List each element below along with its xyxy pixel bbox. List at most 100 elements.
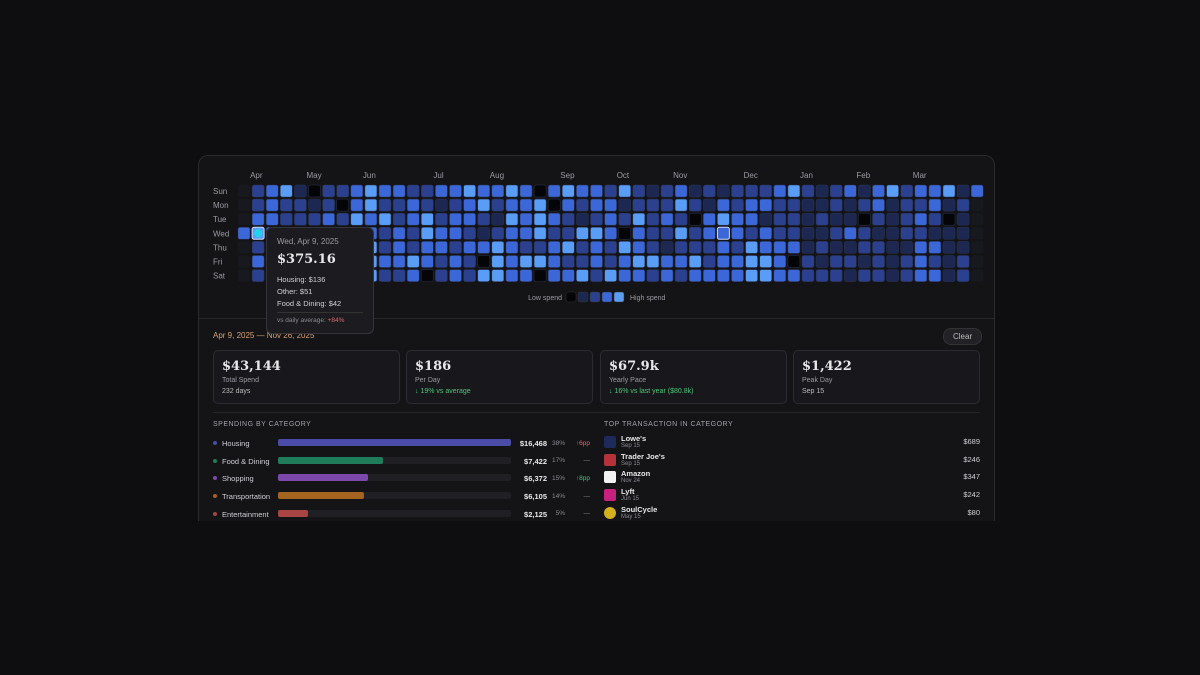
day-cell (844, 212, 857, 226)
month-label: Nov (673, 171, 687, 180)
month-label: Jul (433, 171, 443, 180)
compare-label: vs daily average: (277, 317, 326, 324)
day-cell (900, 255, 913, 268)
day-cell (731, 227, 744, 240)
stat-value: $67.9k (609, 359, 659, 374)
day-cell (872, 255, 885, 268)
tooltip-line: Housing: $136 (277, 275, 326, 284)
day-cell (505, 184, 519, 198)
day-cell (815, 198, 829, 212)
day-cell (717, 269, 730, 282)
tooltip-line: Other: $51 (277, 287, 313, 296)
day-cell (562, 227, 575, 240)
day-cell (773, 212, 787, 226)
day-cell (265, 184, 279, 198)
day-cell (533, 184, 547, 198)
category-name: Shopping (222, 474, 254, 484)
month-label: Mar (913, 171, 927, 180)
day-cell (322, 198, 335, 212)
day-cell (759, 184, 772, 198)
empty-day (238, 185, 250, 197)
legend-swatch (589, 291, 601, 303)
day-cell (703, 184, 716, 198)
category-name: Food & Dining (222, 456, 270, 466)
day-cell (392, 227, 406, 240)
spending-panel: Apr May Jun Jul Aug Sep Oct Nov Dec Jan Feb Mar Sun M… (198, 155, 995, 521)
day-cell (562, 198, 575, 212)
transaction-amount: $347 (963, 472, 980, 482)
day-cell (463, 255, 476, 268)
day-cell (547, 255, 561, 268)
day-cell (928, 241, 942, 254)
day-cell (378, 241, 392, 254)
day-cell (618, 255, 631, 268)
category-amount: $6,372 (524, 474, 547, 484)
day-cell (858, 269, 871, 282)
category-amount: $7,422 (524, 456, 547, 466)
day-cell (251, 212, 265, 226)
day-cell (576, 198, 589, 212)
day-cell (604, 241, 617, 254)
day-cell (604, 198, 617, 212)
day-cell (378, 198, 392, 212)
day-cell (759, 255, 772, 268)
category-share: 5% (555, 510, 565, 518)
day-cell (660, 269, 674, 282)
day-cell (280, 198, 293, 212)
day-cell (674, 184, 688, 198)
merchant-icon (604, 453, 616, 466)
merchant-name: Amazon (621, 469, 651, 479)
category-change: — (583, 510, 591, 518)
day-cell (745, 255, 758, 268)
day-cell (477, 255, 490, 268)
day-cell (688, 184, 702, 198)
day-label: Sun (213, 187, 227, 196)
day-cell (956, 184, 970, 198)
day-cell (928, 212, 942, 226)
day-cell (491, 212, 505, 226)
category-bar (278, 492, 365, 500)
day-cell (505, 198, 519, 212)
day-cell (829, 255, 843, 268)
day-cell (463, 241, 476, 254)
day-cell (829, 241, 843, 254)
day-cell (660, 198, 674, 212)
day-cell (519, 269, 533, 282)
day-cell (364, 184, 378, 198)
empty-day (971, 269, 984, 282)
day-cell (956, 269, 970, 282)
transaction-amount: $689 (963, 437, 980, 446)
empty-day (971, 241, 984, 254)
day-cell (703, 227, 716, 240)
day-cell (547, 198, 561, 212)
day-cell (886, 227, 899, 240)
day-cell (449, 227, 462, 240)
day-cell (815, 241, 829, 254)
day-cell (745, 269, 758, 282)
stat-card: $1,422 Peak Day Sep 15 (793, 350, 980, 404)
clear-button[interactable]: Clear (943, 328, 983, 345)
day-cell (646, 212, 660, 226)
day-cell (590, 255, 603, 268)
day-cell (829, 184, 843, 198)
day-cell (392, 184, 406, 198)
day-cell (942, 227, 956, 240)
legend-low: Low spend (528, 295, 562, 302)
day-cell (505, 255, 519, 268)
day-cell (801, 184, 815, 198)
day-cell (308, 212, 321, 226)
day-cell (505, 241, 519, 254)
day-cell (364, 198, 378, 212)
month-label: May (307, 171, 322, 180)
day-cell (265, 212, 279, 226)
month-label: Dec (744, 171, 758, 180)
day-label: Mon (213, 201, 229, 210)
day-cell (449, 184, 462, 198)
day-cell (745, 184, 758, 198)
day-cell (674, 269, 688, 282)
transaction-date: Sep 15 (621, 460, 641, 467)
category-share: 14% (551, 492, 565, 500)
day-cell (914, 241, 928, 254)
category-name: Transportation (222, 492, 271, 502)
